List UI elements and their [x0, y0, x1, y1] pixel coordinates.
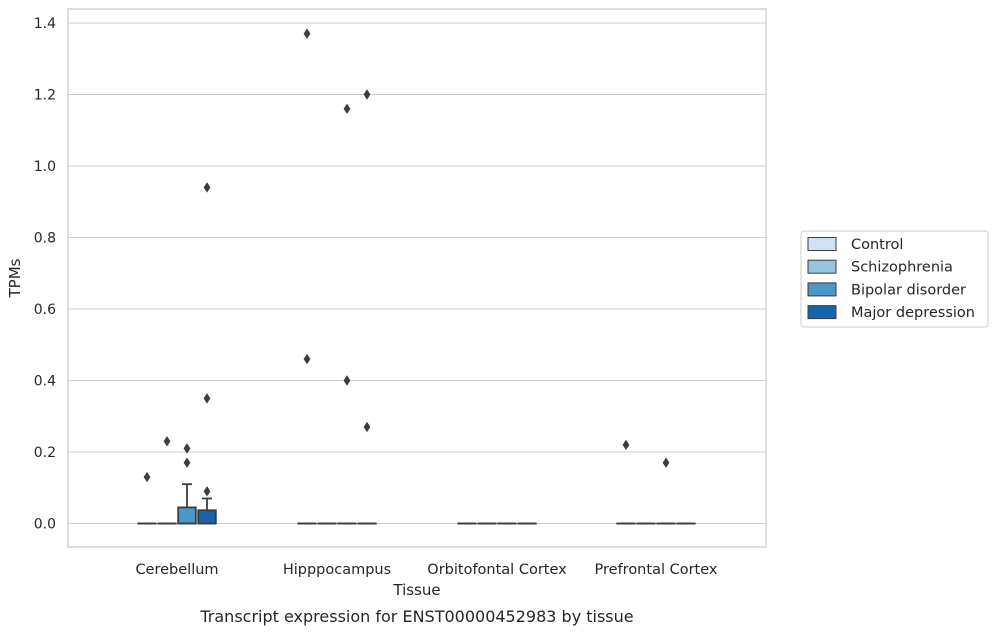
outlier-point [203, 393, 211, 404]
boxes-layer [137, 483, 696, 525]
x-tick-label: Prefrontal Cortex [595, 562, 718, 578]
legend: Control Schizophrenia Bipolar disorder Majo… [800, 230, 989, 328]
y-tick-label: 0.2 [34, 445, 56, 461]
outlier-point [343, 103, 351, 114]
outlier-point [303, 353, 311, 365]
outlier-point [622, 439, 630, 451]
x-tick-label: Orbitofontal Cortex [427, 562, 567, 578]
y-axis-title: TPMs [6, 258, 24, 298]
legend-swatch [807, 237, 837, 251]
outlier-point [343, 375, 351, 386]
legend-swatch [807, 282, 837, 297]
y-tick-label: 0.0 [34, 517, 56, 533]
legend-label: Schizophrenia [851, 260, 953, 276]
legend-swatch [807, 305, 837, 320]
outlier-point [143, 471, 151, 483]
grid-lines [68, 22, 766, 525]
legend-swatch [807, 259, 837, 274]
x-tick-label: Cerebellum [135, 562, 218, 578]
legend-label: Major depression [851, 305, 975, 321]
outlier-point [662, 457, 670, 468]
legend-label: Control [851, 237, 903, 253]
box-body [197, 509, 217, 525]
outlier-point [363, 89, 371, 100]
y-tick-label: 1.4 [34, 16, 56, 32]
x-axis-title: Tissue [392, 581, 440, 599]
y-tick-label: 0.4 [34, 374, 56, 390]
y-tick-label: 0.6 [34, 302, 56, 318]
outlier-point [363, 421, 371, 433]
legend-frame [800, 230, 989, 328]
box-major-depression [197, 497, 217, 525]
outlier-point [303, 28, 311, 39]
outlier-point [183, 443, 191, 454]
y-tick-label: 1.2 [34, 88, 56, 104]
outlier-point [203, 182, 211, 193]
outlier-point [183, 457, 191, 468]
legend-label: Bipolar disorder [851, 282, 966, 298]
chart-title: Transcript expression for ENST0000045298… [199, 607, 633, 626]
box-body [177, 506, 197, 525]
plot-frame [67, 8, 767, 548]
outlier-point [163, 436, 171, 447]
box-bipolar-disorder [177, 483, 197, 525]
x-tick-labels: Cerebellum Hipppocampus Orbitofontal Corte… [135, 562, 717, 578]
x-tick-label: Hipppocampus [283, 562, 391, 578]
outlier-point [203, 486, 211, 497]
y-tick-label: 0.8 [34, 231, 56, 247]
y-tick-label: 1.0 [34, 159, 56, 175]
outliers-layer [143, 28, 670, 497]
y-tick-labels: 0.0 0.2 0.4 0.6 0.8 1.0 1.2 1.4 [34, 16, 56, 533]
